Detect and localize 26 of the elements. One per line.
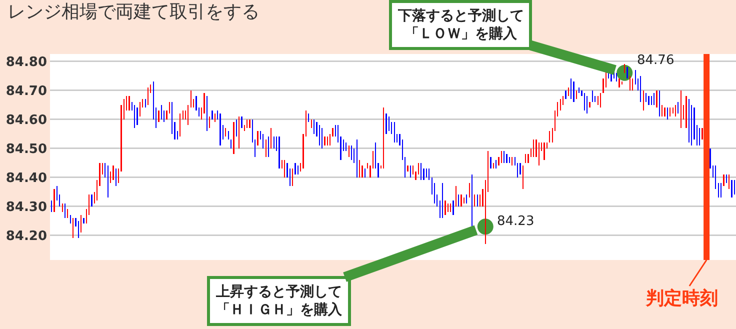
candlestick xyxy=(238,116,240,148)
y-tick-label: 84.40 xyxy=(6,170,47,186)
text: 上昇すると予測して「ＨＩＧＨ」を購入 xyxy=(215,284,343,318)
candlestick xyxy=(524,154,526,163)
y-tick-label: 84.80 xyxy=(6,54,47,70)
candlestick xyxy=(463,198,465,204)
candlestick xyxy=(645,93,647,102)
text: 84.23 xyxy=(497,214,534,229)
y-tick-label: 84.60 xyxy=(6,112,47,128)
chart-title: レンジ相場で両建て取引をする xyxy=(7,2,260,23)
y-tick-label: 84.50 xyxy=(6,142,47,157)
candlestick xyxy=(584,93,586,111)
text: 判定時刻 xyxy=(645,288,718,309)
y-tick-label: 84.30 xyxy=(6,200,47,215)
candlestick xyxy=(666,108,668,120)
candlestick xyxy=(358,160,360,178)
candlestick xyxy=(508,157,510,163)
candlestick xyxy=(268,136,270,157)
candlestick xyxy=(297,166,299,174)
text: 下落すると予測して「ＬＯＷ」を購入 xyxy=(397,8,524,42)
candlestick xyxy=(147,87,149,105)
candlestick xyxy=(426,168,428,178)
text: 84.76 xyxy=(637,53,674,68)
y-tick-label: 84.70 xyxy=(6,84,47,99)
y-tick-label: 84.20 xyxy=(6,228,47,244)
candlestick xyxy=(230,140,232,148)
